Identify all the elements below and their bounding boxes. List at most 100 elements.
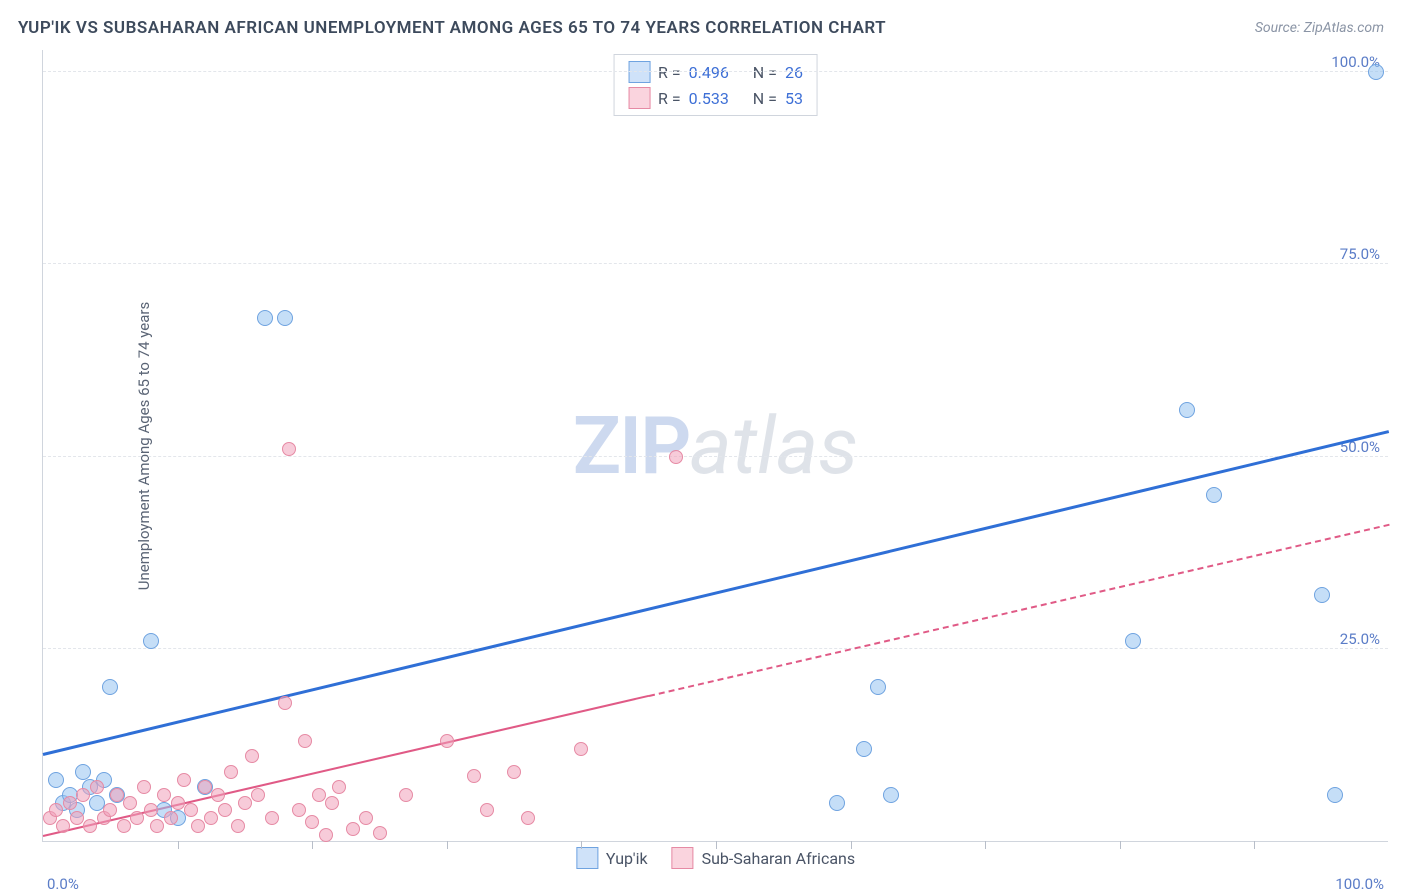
data-point-subsaharan xyxy=(359,811,373,825)
watermark: ZIPatlas xyxy=(573,399,858,493)
data-point-subsaharan xyxy=(130,811,144,825)
data-point-yupik xyxy=(870,679,886,695)
data-point-subsaharan xyxy=(312,788,326,802)
data-point-subsaharan xyxy=(184,803,198,817)
data-point-yupik xyxy=(143,633,159,649)
data-point-yupik xyxy=(1125,633,1141,649)
trendline-subsaharan xyxy=(648,524,1389,697)
legend-item-subsaharan: Sub-Saharan Africans xyxy=(672,847,856,869)
legend-series: Yup'ik Sub-Saharan Africans xyxy=(576,847,855,869)
x-tick xyxy=(312,841,313,849)
data-point-yupik xyxy=(48,772,64,788)
swatch-yupik xyxy=(576,847,598,869)
x-tick xyxy=(447,841,448,849)
data-point-subsaharan xyxy=(164,811,178,825)
legend-row-subsaharan: R = 0.533 N = 53 xyxy=(628,85,803,111)
data-point-subsaharan xyxy=(507,765,521,779)
data-point-yupik xyxy=(75,764,91,780)
data-point-subsaharan xyxy=(76,788,90,802)
data-point-yupik xyxy=(829,795,845,811)
data-point-subsaharan xyxy=(49,803,63,817)
data-point-subsaharan xyxy=(110,788,124,802)
data-point-subsaharan xyxy=(319,828,333,842)
chart-title: YUP'IK VS SUBSAHARAN AFRICAN UNEMPLOYMEN… xyxy=(18,18,886,38)
data-point-subsaharan xyxy=(231,819,245,833)
gridline-h xyxy=(43,263,1388,264)
data-point-subsaharan xyxy=(123,796,137,810)
data-point-subsaharan xyxy=(191,819,205,833)
data-point-subsaharan xyxy=(373,826,387,840)
data-point-subsaharan xyxy=(251,788,265,802)
data-point-subsaharan xyxy=(325,796,339,810)
legend-correlation: R = 0.496 N = 26 R = 0.533 N = 53 xyxy=(613,54,818,116)
data-point-subsaharan xyxy=(292,803,306,817)
gridline-h xyxy=(43,648,1388,649)
data-point-yupik xyxy=(856,741,872,757)
swatch-subsaharan xyxy=(628,87,650,109)
x-tick-min: 0.0% xyxy=(47,875,79,893)
x-tick xyxy=(716,841,717,849)
data-point-subsaharan xyxy=(63,796,77,810)
y-tick-label: 75.0% xyxy=(1340,245,1380,263)
x-tick xyxy=(985,841,986,849)
data-point-subsaharan xyxy=(137,780,151,794)
data-point-subsaharan xyxy=(467,769,481,783)
watermark-atlas: atlas xyxy=(689,399,858,493)
data-point-subsaharan xyxy=(278,696,292,710)
r-value: 0.533 xyxy=(689,89,729,108)
data-point-subsaharan xyxy=(198,780,212,794)
data-point-yupik xyxy=(277,310,293,326)
data-point-subsaharan xyxy=(117,819,131,833)
x-tick-max: 100.0% xyxy=(1335,875,1384,893)
data-point-subsaharan xyxy=(521,811,535,825)
data-point-subsaharan xyxy=(171,796,185,810)
data-point-subsaharan xyxy=(265,811,279,825)
r-label: R = xyxy=(658,89,681,108)
gridline-h xyxy=(43,456,1388,457)
data-point-yupik xyxy=(883,787,899,803)
data-point-subsaharan xyxy=(574,742,588,756)
data-point-yupik xyxy=(1179,402,1195,418)
gridline-h xyxy=(43,71,1388,72)
data-point-subsaharan xyxy=(669,450,683,464)
data-point-subsaharan xyxy=(332,780,346,794)
swatch-subsaharan xyxy=(672,847,694,869)
data-point-yupik xyxy=(1314,587,1330,603)
x-tick xyxy=(1120,841,1121,849)
data-point-subsaharan xyxy=(282,442,296,456)
data-point-subsaharan xyxy=(83,819,97,833)
data-point-yupik xyxy=(1206,487,1222,503)
data-point-subsaharan xyxy=(211,788,225,802)
data-point-subsaharan xyxy=(440,734,454,748)
data-point-subsaharan xyxy=(238,796,252,810)
data-point-subsaharan xyxy=(224,765,238,779)
data-point-yupik xyxy=(1327,787,1343,803)
legend-item-yupik: Yup'ik xyxy=(576,847,648,869)
data-point-subsaharan xyxy=(177,773,191,787)
data-point-subsaharan xyxy=(150,819,164,833)
data-point-subsaharan xyxy=(70,811,84,825)
data-point-subsaharan xyxy=(298,734,312,748)
data-point-subsaharan xyxy=(346,822,360,836)
n-value: 53 xyxy=(785,89,803,108)
x-tick xyxy=(581,841,582,849)
chart-source: Source: ZipAtlas.com xyxy=(1255,20,1384,36)
watermark-zip: ZIP xyxy=(573,399,690,493)
legend-label: Yup'ik xyxy=(606,849,648,868)
x-tick xyxy=(1254,841,1255,849)
trendline-yupik xyxy=(43,431,1390,757)
legend-label: Sub-Saharan Africans xyxy=(702,849,856,868)
data-point-subsaharan xyxy=(56,819,70,833)
y-tick-label: 25.0% xyxy=(1340,630,1380,648)
data-point-subsaharan xyxy=(480,803,494,817)
data-point-yupik xyxy=(1368,64,1384,80)
x-tick xyxy=(851,841,852,849)
data-point-subsaharan xyxy=(218,803,232,817)
data-point-subsaharan xyxy=(90,780,104,794)
data-point-subsaharan xyxy=(144,803,158,817)
data-point-subsaharan xyxy=(399,788,413,802)
data-point-subsaharan xyxy=(245,749,259,763)
data-point-yupik xyxy=(257,310,273,326)
data-point-yupik xyxy=(102,679,118,695)
correlation-chart: YUP'IK VS SUBSAHARAN AFRICAN UNEMPLOYMEN… xyxy=(0,0,1406,892)
